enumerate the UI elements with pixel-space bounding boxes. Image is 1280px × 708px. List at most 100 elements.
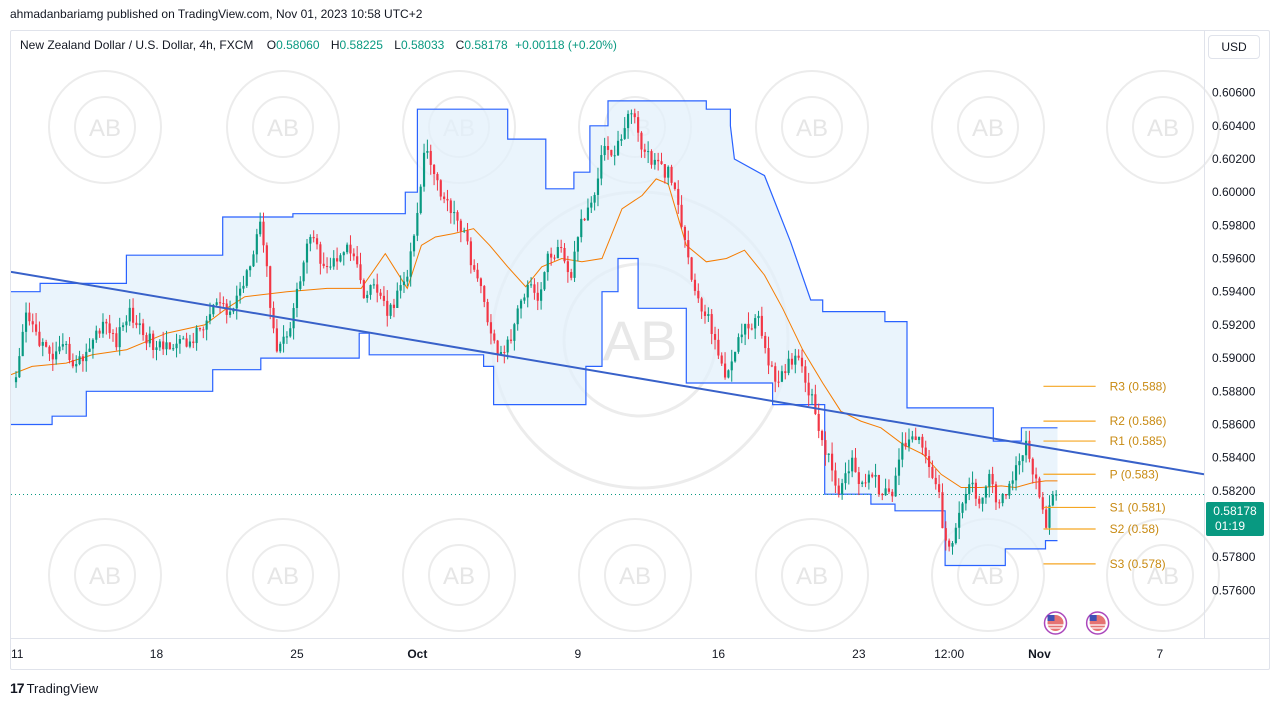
candle bbox=[630, 109, 633, 124]
candle bbox=[519, 298, 523, 319]
candle bbox=[844, 462, 847, 490]
candle bbox=[65, 341, 68, 354]
candle bbox=[787, 350, 790, 376]
candle bbox=[41, 338, 44, 357]
candle bbox=[101, 313, 105, 338]
candle bbox=[800, 349, 804, 373]
pivot-label: S1 (0.581) bbox=[1110, 500, 1166, 514]
candle bbox=[550, 247, 553, 266]
candle bbox=[546, 251, 549, 281]
candle bbox=[737, 333, 740, 354]
candle bbox=[583, 217, 586, 222]
candle bbox=[897, 448, 901, 486]
candle bbox=[182, 335, 185, 340]
time-tick-label: Nov bbox=[1028, 647, 1051, 661]
price-axis[interactable]: 0.60600 0.60400 0.60200 0.60000 0.59800 0.596… bbox=[1212, 86, 1256, 598]
watermark-badge: AB bbox=[48, 70, 162, 184]
economic-event-icon[interactable] bbox=[1085, 611, 1110, 635]
currency-button[interactable]: USD bbox=[1208, 35, 1260, 59]
time-tick-label: Oct bbox=[407, 647, 427, 661]
economic-event-icon[interactable] bbox=[1043, 611, 1068, 635]
candle bbox=[245, 268, 248, 288]
pivot-label: R1 (0.585) bbox=[1110, 434, 1167, 448]
candle bbox=[68, 337, 71, 364]
candle bbox=[770, 361, 773, 368]
candle bbox=[402, 271, 406, 293]
tradingview-logo-icon[interactable]: 17 bbox=[10, 680, 25, 696]
candle bbox=[429, 144, 432, 175]
candle bbox=[88, 338, 91, 353]
candle bbox=[382, 286, 386, 307]
candle bbox=[958, 501, 961, 540]
candle bbox=[924, 440, 927, 464]
price-tick-label: 0.59600 bbox=[1212, 252, 1256, 266]
candle bbox=[309, 234, 312, 252]
candle bbox=[727, 369, 730, 379]
candle bbox=[118, 317, 121, 356]
candle bbox=[426, 139, 429, 159]
candle bbox=[637, 111, 640, 142]
candle bbox=[820, 429, 824, 446]
candle bbox=[31, 313, 34, 333]
candle bbox=[299, 276, 302, 291]
candle bbox=[95, 325, 98, 343]
candle bbox=[984, 485, 988, 504]
candle bbox=[713, 326, 717, 350]
candle bbox=[249, 265, 252, 277]
low-value: 0.58033 bbox=[400, 38, 445, 52]
candle bbox=[18, 347, 21, 378]
candle bbox=[332, 250, 335, 270]
candle bbox=[536, 282, 539, 311]
candle bbox=[720, 352, 723, 367]
candle bbox=[78, 350, 81, 366]
candle bbox=[734, 351, 737, 363]
time-tick-label: 16 bbox=[712, 647, 726, 661]
candle bbox=[259, 212, 262, 237]
candle bbox=[580, 209, 583, 243]
svg-text:AB: AB bbox=[89, 563, 121, 590]
candle bbox=[376, 273, 379, 303]
candle bbox=[379, 288, 382, 300]
time-tick-label: 25 bbox=[290, 647, 304, 661]
svg-text:AB: AB bbox=[1147, 115, 1179, 142]
basis-line bbox=[11, 178, 1058, 489]
candle bbox=[851, 450, 854, 478]
candle bbox=[1018, 453, 1021, 475]
candle bbox=[723, 352, 727, 380]
high-label: H bbox=[330, 38, 340, 52]
candle bbox=[663, 163, 666, 184]
tradingview-brand[interactable]: TradingView bbox=[26, 680, 99, 696]
channel-upper-line bbox=[11, 100, 1058, 442]
candle bbox=[784, 363, 787, 380]
candle bbox=[877, 474, 880, 497]
candle bbox=[295, 282, 299, 318]
candle bbox=[533, 278, 536, 300]
watermark-badge: AB bbox=[226, 518, 340, 632]
candle bbox=[192, 332, 195, 349]
candle bbox=[529, 277, 533, 288]
trendline[interactable] bbox=[11, 270, 1204, 476]
candle bbox=[797, 349, 800, 361]
svg-text:AB: AB bbox=[972, 115, 1004, 142]
candle bbox=[744, 323, 747, 346]
candle bbox=[974, 478, 977, 507]
candle bbox=[459, 218, 462, 243]
candle bbox=[904, 432, 907, 450]
candle bbox=[700, 296, 703, 319]
candle bbox=[921, 433, 924, 455]
candle bbox=[590, 196, 593, 214]
time-tick-label: 23 bbox=[852, 647, 866, 661]
candle bbox=[767, 336, 770, 375]
candle bbox=[810, 388, 814, 405]
candle bbox=[834, 462, 837, 494]
price-tick-label: 0.60000 bbox=[1212, 185, 1256, 199]
symbol-name[interactable]: New Zealand Dollar / U.S. Dollar, 4h, FX… bbox=[20, 38, 254, 52]
candle bbox=[1051, 490, 1054, 507]
time-axis[interactable]: 11 18 25 Oct 9 16 23 12:00 Nov 7 bbox=[11, 647, 1164, 661]
price-tick-label: 0.58600 bbox=[1212, 417, 1256, 431]
candle bbox=[1045, 505, 1048, 530]
candle bbox=[1021, 455, 1024, 473]
candle bbox=[961, 501, 964, 519]
candle bbox=[456, 210, 459, 232]
